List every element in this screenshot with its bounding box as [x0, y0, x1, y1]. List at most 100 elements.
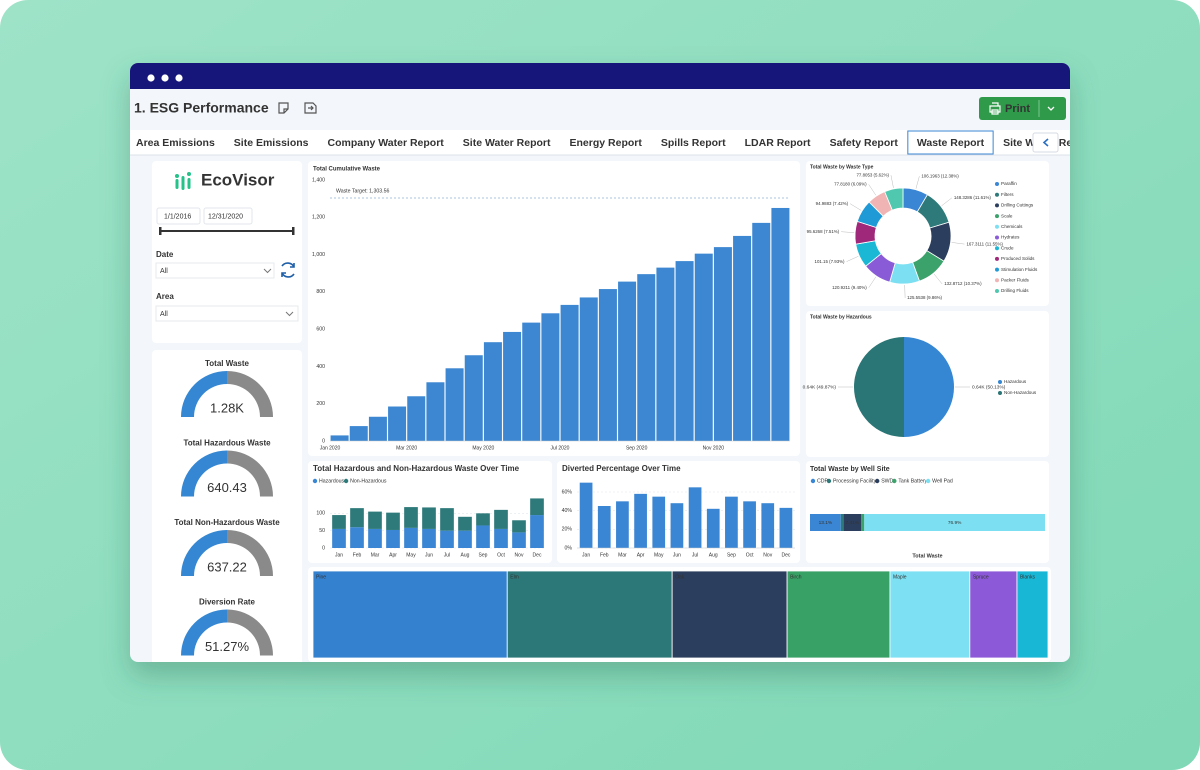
kpi-value: 1.28K — [210, 400, 244, 415]
legend-swatch — [995, 235, 999, 240]
slider-handle[interactable] — [292, 227, 295, 235]
tab[interactable]: Area Emissions — [136, 137, 215, 149]
slice-label: 167.3111 (11.55%) — [966, 241, 1003, 246]
x-tick-label: Sep — [479, 552, 488, 558]
logo-bar — [181, 176, 185, 190]
tab[interactable]: Site Emissions — [234, 137, 309, 149]
legend-swatch — [995, 203, 999, 208]
window-dot — [147, 74, 155, 82]
slice-label: 0.64K (49.87%) — [803, 384, 837, 390]
bar — [688, 487, 702, 548]
window-dot — [175, 74, 183, 82]
bar — [388, 406, 407, 441]
date-input[interactable] — [156, 207, 201, 225]
x-tick-label: Nov — [515, 552, 524, 558]
dropdown-chevron — [263, 268, 272, 274]
x-tick-label: May — [406, 552, 416, 558]
legend-swatch — [810, 478, 816, 484]
treemap-cell — [889, 570, 971, 659]
legend-label: Processing Facility — [833, 479, 877, 485]
bar — [503, 331, 522, 441]
bar — [771, 207, 790, 441]
dropdown[interactable] — [155, 305, 299, 322]
legend-swatch — [995, 224, 999, 229]
slice-label: 0.64K (50.13%) — [972, 384, 1006, 390]
tab[interactable]: Safety Report — [830, 137, 899, 149]
print-label: Print — [1005, 103, 1030, 115]
y-tick-label: 20% — [562, 527, 573, 533]
y-tick-label: 1,400 — [312, 177, 325, 183]
kpi-label: Diversion Rate — [199, 598, 256, 607]
print-chevron — [1047, 106, 1055, 111]
tab[interactable]: Company Water Report — [328, 137, 445, 149]
tab[interactable]: Spills Report — [661, 137, 726, 149]
gauge-fill — [181, 371, 227, 417]
bar-segment — [440, 530, 454, 548]
legend-label: SWD — [881, 479, 893, 485]
bar — [733, 235, 752, 441]
x-tick-label: Oct — [497, 552, 505, 558]
dropdown[interactable] — [155, 262, 275, 279]
treemap-label: Oak — [675, 574, 685, 580]
bar-segment — [422, 528, 436, 548]
print-button[interactable]: Print — [979, 97, 1066, 120]
legend-label: Produced Solids — [1001, 256, 1035, 261]
tab[interactable]: Waste Report — [917, 137, 985, 149]
leader-line — [890, 175, 894, 188]
x-tick-label: Jul 2020 — [551, 445, 570, 451]
bar — [579, 482, 593, 548]
slider-handle[interactable] — [159, 227, 162, 235]
x-tick-label: Jan 2020 — [320, 445, 341, 451]
legend-label: CDP — [817, 479, 828, 485]
legend-label: Crude — [1001, 245, 1014, 250]
bar — [761, 503, 775, 548]
bar — [694, 253, 713, 441]
gauge-fill — [181, 530, 227, 576]
bar-segment — [458, 530, 472, 548]
chart-title: Total Waste by Waste Type — [810, 164, 874, 170]
tab[interactable]: Energy Report — [570, 137, 643, 149]
gauge-track — [227, 450, 273, 497]
bar-segment — [861, 514, 865, 531]
legend-label: Stimulation Fluids — [1001, 267, 1038, 272]
bar-segment — [512, 532, 526, 548]
logo-bar — [175, 179, 179, 189]
treemap-cell — [312, 570, 508, 659]
legend-label: Scale — [1001, 213, 1013, 218]
slice-label: 148.3286 (11.61%) — [954, 195, 992, 200]
tab-scroll-button[interactable] — [1032, 132, 1059, 153]
kpi-gauges: Total Waste 1.28K Total Hazardous Waste 640… — [174, 359, 280, 656]
bar-segment — [530, 498, 544, 516]
y-tick-label: 50 — [319, 528, 325, 534]
leader-line — [915, 176, 920, 189]
treemap-cell — [1016, 570, 1049, 659]
chart: Total Waste by Waste Type 106.1963 (12.38… — [807, 164, 1038, 300]
tab[interactable]: Site Water Report — [463, 137, 551, 149]
legend-label: Filters — [1001, 192, 1014, 197]
refresh-icon[interactable] — [281, 262, 295, 278]
slice-label: 77.8180 (6.09%) — [834, 182, 867, 187]
bar — [616, 501, 629, 548]
x-tick-label: Dec — [781, 552, 790, 558]
bar-segment — [494, 528, 508, 548]
x-axis-label: Total Waste — [912, 553, 942, 559]
bar-segment — [422, 507, 436, 529]
chart-title: Diverted Percentage Over Time — [562, 464, 681, 473]
logo-dot — [175, 174, 179, 178]
card — [806, 461, 1049, 563]
tab[interactable]: LDAR Report — [745, 137, 811, 149]
y-tick-label: 0 — [322, 545, 325, 551]
export-icon — [304, 102, 317, 114]
slice-label: 101.15 (7.93%) — [815, 259, 846, 264]
bar-segment — [476, 525, 490, 548]
bar — [634, 493, 647, 548]
bar — [349, 426, 368, 441]
date-input[interactable] — [203, 207, 253, 225]
legend-label: Hazardous — [1004, 379, 1027, 384]
bar-segment — [404, 507, 418, 528]
print-button-bg[interactable] — [979, 97, 1066, 120]
x-tick-label: Jul — [444, 552, 450, 558]
active-tab[interactable] — [907, 130, 994, 155]
kpi-value: 637.22 — [207, 559, 247, 574]
gauge-track — [227, 530, 273, 576]
